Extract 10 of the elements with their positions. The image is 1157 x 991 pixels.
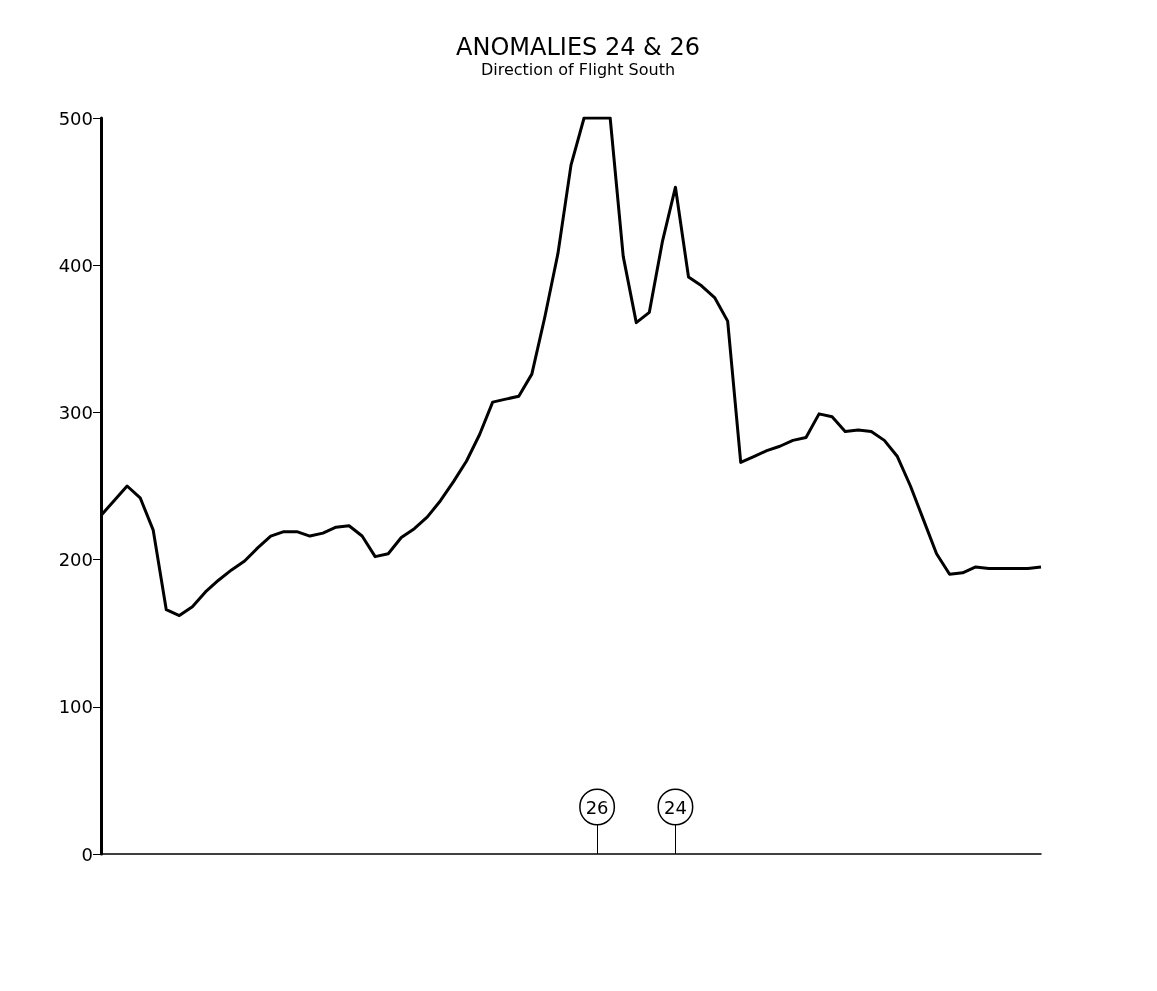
y-tick-label: 500 xyxy=(58,107,93,129)
y-tick-label: 400 xyxy=(58,254,93,276)
chart-title: ANOMALIES 24 & 26 xyxy=(456,33,700,61)
chart-subtitle: Direction of Flight South xyxy=(480,59,676,79)
y-tick-label: 200 xyxy=(58,549,93,571)
y-tick-label: 0 xyxy=(81,843,93,865)
y-tick-label: 100 xyxy=(58,696,93,718)
x-tick-label: 26 xyxy=(585,796,609,818)
x-tick-label: 24 xyxy=(663,796,687,818)
y-tick-label: 300 xyxy=(58,401,93,423)
